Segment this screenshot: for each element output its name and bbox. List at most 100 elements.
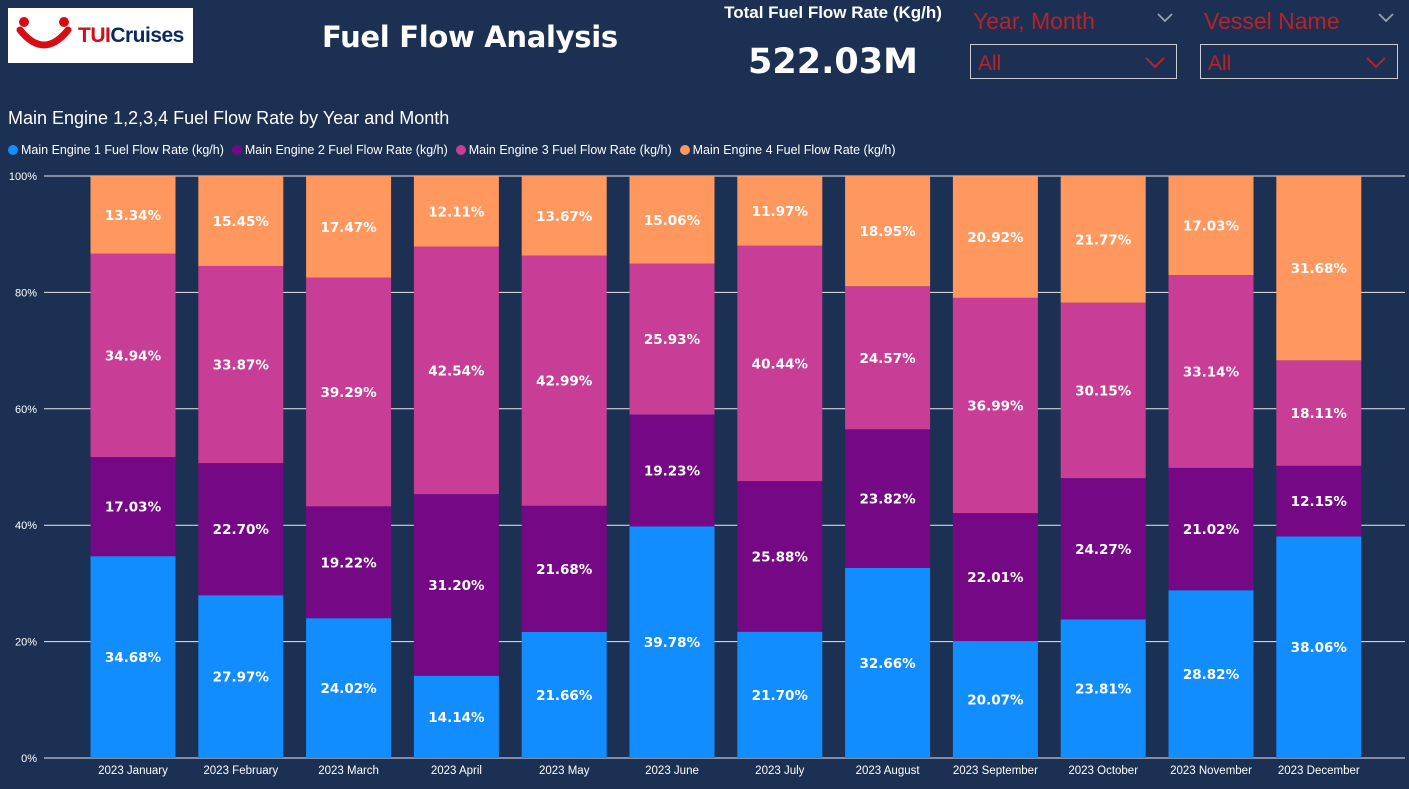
legend-marker — [679, 145, 690, 155]
bar-segment-engine-2 — [1276, 465, 1362, 537]
bar-segment-engine-2 — [952, 513, 1038, 642]
bar-segment-engine-1 — [1168, 590, 1254, 758]
data-label: 15.45% — [213, 214, 270, 230]
data-label: 13.34% — [105, 208, 162, 224]
data-label: 42.54% — [428, 363, 485, 379]
data-label: 17.03% — [1183, 218, 1240, 234]
data-label: 36.99% — [967, 398, 1024, 414]
slicer-year-month-dropdown[interactable]: All — [970, 44, 1177, 79]
y-tick-label: 20% — [15, 637, 37, 649]
x-tick-label: 2023 September — [953, 765, 1038, 777]
bar-segment-engine-4 — [198, 176, 284, 266]
slicer-year-month-title: Year, Month — [973, 8, 1095, 34]
chevron-down-icon — [1145, 57, 1165, 69]
y-tick-label: 0% — [21, 753, 37, 765]
bar-segment-engine-3 — [1060, 302, 1146, 479]
data-label: 17.47% — [320, 220, 377, 236]
bar-segment-engine-3 — [737, 245, 823, 482]
data-label: 11.97% — [752, 204, 809, 220]
x-tick-label: 2023 July — [755, 765, 804, 777]
x-tick-label: 2023 January — [98, 765, 168, 777]
kpi-value: 522.03M — [748, 42, 918, 82]
bar-segment-engine-2 — [737, 481, 823, 632]
legend-item-engine-1[interactable]: Main Engine 1 Fuel Flow Rate (kg/h) — [8, 143, 224, 157]
bar-segment-engine-2 — [845, 429, 931, 568]
data-label: 39.78% — [644, 635, 701, 651]
slicer-vessel-name-value: All — [1208, 52, 1232, 75]
x-tick-label: 2023 March — [318, 765, 379, 777]
bar-segment-engine-4 — [845, 176, 931, 287]
tui-smile-icon — [16, 17, 72, 49]
bar-segment-engine-4 — [521, 176, 607, 256]
bar-segment-engine-2 — [1168, 467, 1254, 591]
bar-segment-engine-4 — [952, 176, 1038, 298]
data-label: 15.06% — [644, 213, 701, 229]
bar-segment-engine-2 — [521, 505, 607, 632]
data-label: 27.97% — [213, 670, 270, 686]
x-tick-label: 2023 November — [1170, 765, 1252, 777]
data-label: 34.94% — [105, 348, 162, 364]
legend-label: Main Engine 2 Fuel Flow Rate (kg/h) — [244, 143, 448, 157]
bar-segment-engine-1 — [1060, 619, 1146, 758]
bar-segment-engine-2 — [1060, 478, 1146, 620]
y-tick-label: 60% — [15, 404, 37, 416]
legend-item-engine-3[interactable]: Main Engine 3 Fuel Flow Rate (kg/h) — [455, 143, 672, 157]
data-label: 21.77% — [1075, 232, 1132, 248]
data-label: 21.70% — [752, 688, 809, 704]
x-tick-label: 2023 August — [856, 765, 921, 777]
x-tick-label: 2023 June — [645, 765, 699, 777]
data-label: 38.06% — [1291, 640, 1348, 656]
page-title: Fuel Flow Analysis — [322, 20, 618, 54]
data-label: 30.15% — [1075, 383, 1132, 399]
data-label: 21.66% — [536, 688, 593, 704]
data-label: 19.22% — [320, 555, 377, 571]
data-label: 23.81% — [1075, 682, 1132, 698]
data-label: 14.14% — [428, 710, 485, 726]
bar-segment-engine-2 — [413, 494, 499, 676]
bar-segment-engine-4 — [737, 176, 823, 246]
stacked-bar-chart: 0% 20% 40% 60% 80% 100% 34.68% 17.03% 34.94% 13.3… — [9, 171, 1405, 777]
tui-cruises-logo: TUICruises — [8, 8, 193, 63]
slicer-year-month-value: All — [978, 52, 1002, 75]
y-tick-label: 100% — [9, 171, 37, 183]
legend-marker — [231, 145, 242, 155]
bar-segment-engine-3 — [629, 263, 715, 415]
bar-segment-engine-4 — [1060, 176, 1146, 303]
bar-segment-engine-1 — [306, 618, 392, 758]
legend-label: Main Engine 3 Fuel Flow Rate (kg/h) — [468, 143, 672, 157]
bar-segment-engine-4 — [1276, 176, 1362, 361]
chevron-down-icon[interactable] — [1156, 12, 1174, 24]
bar-segment-engine-4 — [1168, 175, 1254, 276]
bar-segment-engine-2 — [629, 414, 715, 527]
legend-item-engine-2[interactable]: Main Engine 2 Fuel Flow Rate (kg/h) — [231, 143, 448, 157]
data-label: 13.67% — [536, 209, 593, 225]
chevron-down-icon[interactable] — [1377, 12, 1395, 24]
x-tick-label: 2023 October — [1068, 765, 1138, 777]
slicer-vessel-name-dropdown[interactable]: All — [1200, 44, 1398, 79]
kpi-label: Total Fuel Flow Rate (Kg/h) — [724, 3, 942, 22]
data-label: 31.68% — [1291, 261, 1348, 277]
x-tick-label: 2023 February — [203, 765, 278, 777]
bar-segment-engine-3 — [1168, 275, 1254, 468]
data-label: 24.57% — [859, 351, 916, 367]
bar-segment-engine-1 — [413, 675, 499, 758]
legend-label: Main Engine 1 Fuel Flow Rate (kg/h) — [21, 143, 224, 157]
x-tick-label: 2023 December — [1278, 765, 1360, 777]
bar-segment-engine-3 — [1276, 360, 1362, 466]
data-label: 18.95% — [859, 224, 916, 240]
data-label: 32.66% — [859, 656, 916, 672]
bar-segment-engine-1 — [737, 631, 823, 758]
data-label: 18.11% — [1291, 406, 1348, 422]
bar-segment-engine-2 — [306, 506, 392, 619]
chevron-down-icon — [1366, 57, 1386, 69]
data-label: 22.01% — [967, 570, 1024, 586]
data-label: 20.07% — [967, 693, 1024, 709]
bar-segment-engine-3 — [198, 265, 284, 464]
data-label: 33.14% — [1183, 364, 1240, 380]
bar-segment-engine-4 — [90, 176, 176, 254]
legend-item-engine-4[interactable]: Main Engine 4 Fuel Flow Rate (kg/h) — [679, 143, 896, 157]
bar-segment-engine-3 — [90, 253, 176, 458]
x-tick-label: 2023 April — [431, 765, 482, 777]
data-label: 19.23% — [644, 464, 701, 480]
data-label: 12.15% — [1291, 494, 1348, 510]
